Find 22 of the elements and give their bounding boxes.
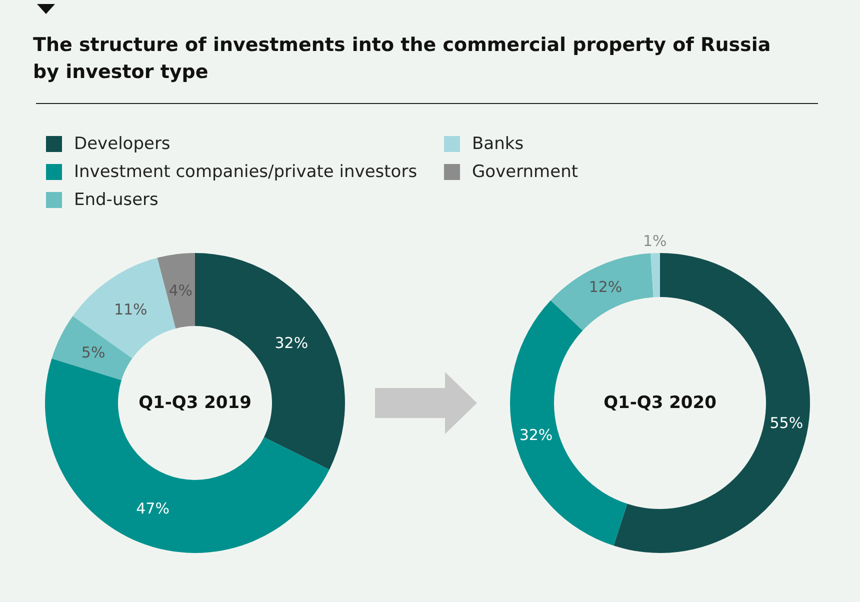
chart-title: The structure of investments into the commercial property of Russia by investor type — [33, 33, 772, 85]
data-label: 1% — [643, 232, 667, 250]
data-label: 32% — [519, 426, 553, 444]
donut-slice — [157, 253, 195, 328]
data-label: 11% — [114, 300, 148, 319]
data-label: 5% — [81, 344, 106, 362]
legend-label: Banks — [472, 134, 524, 154]
data-label: 12% — [588, 278, 622, 296]
legend-label: Developers — [74, 134, 170, 154]
donut-slice — [195, 253, 345, 470]
legend-label: Government — [472, 162, 578, 182]
donut-slice — [52, 316, 132, 380]
text: Q1-Q3 2020 — [604, 393, 717, 413]
donut-slice — [550, 253, 654, 330]
legend-label: Investment companies/private investors — [74, 162, 418, 182]
data-label: 55% — [770, 414, 804, 432]
legend-label: End-users — [74, 190, 158, 210]
donut-slice — [650, 253, 660, 298]
data-label: 47% — [136, 499, 170, 518]
text: Q1-Q3 2019 — [138, 393, 252, 413]
data-label: 32% — [274, 334, 308, 352]
donut-slice — [45, 358, 330, 553]
